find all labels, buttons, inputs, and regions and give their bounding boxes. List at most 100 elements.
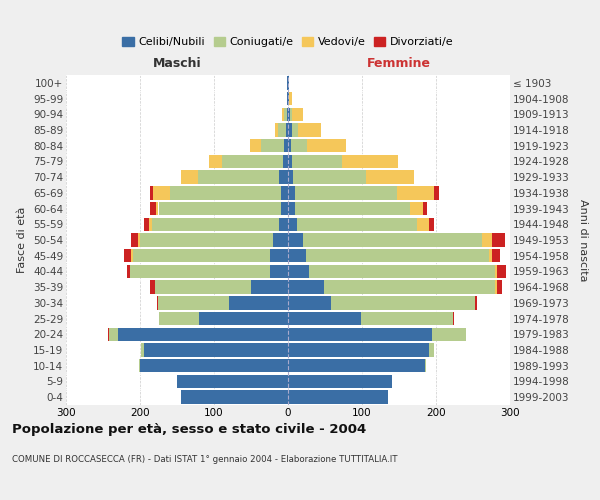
- Bar: [297, 218, 417, 231]
- Bar: [291, 139, 307, 152]
- Bar: [149, 186, 154, 200]
- Bar: [181, 390, 288, 404]
- Bar: [287, 76, 288, 90]
- Text: COMUNE DI ROCCASECCA (FR) - Dati ISTAT 1° gennaio 2004 - Elaborazione TUTTITALIA: COMUNE DI ROCCASECCA (FR) - Dati ISTAT 1…: [12, 455, 398, 464]
- Bar: [275, 124, 278, 136]
- Bar: [309, 264, 495, 278]
- Bar: [130, 264, 269, 278]
- Bar: [131, 234, 138, 246]
- Bar: [425, 359, 427, 372]
- Bar: [288, 280, 323, 294]
- Bar: [109, 328, 118, 341]
- Bar: [284, 139, 288, 152]
- Bar: [287, 92, 288, 106]
- Bar: [288, 328, 432, 341]
- Bar: [283, 155, 288, 168]
- Bar: [307, 139, 346, 152]
- Bar: [295, 186, 397, 200]
- Bar: [288, 390, 388, 404]
- Bar: [149, 202, 155, 215]
- Bar: [260, 139, 284, 152]
- Bar: [475, 296, 478, 310]
- Bar: [139, 359, 140, 372]
- Bar: [288, 139, 291, 152]
- Bar: [288, 202, 295, 215]
- Bar: [288, 234, 303, 246]
- Bar: [424, 202, 427, 215]
- Bar: [144, 344, 288, 356]
- Bar: [292, 155, 342, 168]
- Bar: [482, 234, 491, 246]
- Bar: [229, 296, 288, 310]
- Bar: [155, 280, 251, 294]
- Bar: [288, 249, 306, 262]
- Bar: [288, 186, 295, 200]
- Bar: [288, 92, 289, 106]
- Bar: [288, 170, 293, 184]
- Bar: [295, 202, 410, 215]
- Bar: [288, 296, 331, 310]
- Bar: [497, 280, 502, 294]
- Bar: [127, 264, 130, 278]
- Bar: [288, 344, 428, 356]
- Bar: [288, 155, 292, 168]
- Bar: [152, 218, 279, 231]
- Bar: [288, 264, 309, 278]
- Bar: [492, 249, 500, 262]
- Bar: [269, 264, 288, 278]
- Bar: [140, 234, 273, 246]
- Bar: [149, 218, 152, 231]
- Bar: [292, 124, 298, 136]
- Bar: [273, 234, 288, 246]
- Bar: [279, 218, 288, 231]
- Bar: [158, 202, 281, 215]
- Bar: [417, 218, 428, 231]
- Bar: [222, 155, 283, 168]
- Bar: [497, 264, 506, 278]
- Bar: [397, 186, 434, 200]
- Bar: [158, 312, 199, 325]
- Bar: [453, 312, 454, 325]
- Bar: [361, 312, 453, 325]
- Text: Maschi: Maschi: [152, 58, 202, 70]
- Bar: [306, 249, 489, 262]
- Bar: [286, 124, 288, 136]
- Bar: [289, 92, 292, 106]
- Bar: [155, 202, 158, 215]
- Bar: [199, 312, 288, 325]
- Bar: [140, 359, 288, 372]
- Y-axis label: Fasce di età: Fasce di età: [17, 207, 28, 273]
- Bar: [170, 186, 281, 200]
- Bar: [432, 328, 466, 341]
- Bar: [118, 328, 288, 341]
- Bar: [281, 202, 288, 215]
- Bar: [491, 234, 505, 246]
- Bar: [434, 186, 439, 200]
- Bar: [288, 312, 361, 325]
- Bar: [269, 249, 288, 262]
- Text: Femmine: Femmine: [367, 58, 431, 70]
- Bar: [284, 108, 287, 121]
- Bar: [290, 108, 292, 121]
- Bar: [288, 218, 297, 231]
- Bar: [288, 375, 392, 388]
- Bar: [495, 264, 497, 278]
- Bar: [292, 108, 303, 121]
- Bar: [149, 280, 155, 294]
- Bar: [428, 218, 434, 231]
- Bar: [124, 249, 131, 262]
- Bar: [410, 202, 424, 215]
- Text: Popolazione per età, sesso e stato civile - 2004: Popolazione per età, sesso e stato civil…: [12, 422, 366, 436]
- Bar: [323, 280, 495, 294]
- Y-axis label: Anni di nascita: Anni di nascita: [578, 198, 588, 281]
- Bar: [288, 359, 425, 372]
- Bar: [279, 170, 288, 184]
- Bar: [133, 249, 269, 262]
- Bar: [177, 375, 288, 388]
- Bar: [157, 296, 158, 310]
- Bar: [108, 328, 109, 341]
- Bar: [331, 296, 475, 310]
- Bar: [287, 108, 288, 121]
- Bar: [293, 170, 366, 184]
- Bar: [303, 234, 482, 246]
